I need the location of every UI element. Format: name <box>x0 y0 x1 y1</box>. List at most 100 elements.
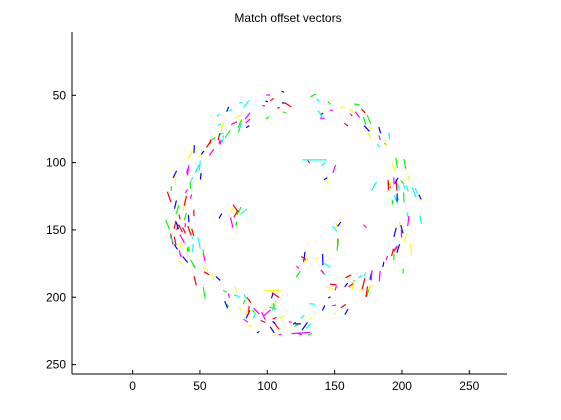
offset-vector <box>306 323 312 329</box>
offset-vector <box>172 170 178 179</box>
offset-vector <box>296 265 300 270</box>
offset-vector <box>226 106 230 112</box>
offset-vector <box>345 274 352 279</box>
offset-vector <box>394 177 399 184</box>
y-tick-label: 100 <box>46 156 66 170</box>
offset-vector <box>236 206 242 216</box>
offset-vector <box>403 232 408 243</box>
offset-vector <box>197 237 201 249</box>
offset-vector <box>209 139 212 145</box>
offset-vector <box>292 321 297 325</box>
offset-vector <box>362 224 367 229</box>
offset-vector <box>234 286 238 293</box>
offset-vector <box>203 271 210 276</box>
offset-vector <box>229 207 235 212</box>
offset-vector <box>384 139 388 147</box>
offset-vector <box>173 220 177 230</box>
offset-vector <box>194 164 200 174</box>
offset-vector <box>216 113 220 118</box>
offset-vector <box>387 179 390 191</box>
offset-vector <box>361 277 366 290</box>
offset-vector <box>278 314 286 320</box>
offset-vector <box>403 158 407 169</box>
offset-vector <box>212 272 215 280</box>
offset-vector <box>218 139 221 144</box>
offset-vector <box>316 98 320 102</box>
offset-vector <box>244 112 251 120</box>
offset-vector <box>243 318 249 323</box>
offset-vector <box>199 173 202 180</box>
offset-vector <box>230 121 238 126</box>
offset-vector <box>215 275 221 281</box>
offset-vector <box>332 164 337 174</box>
offset-vector <box>217 123 222 127</box>
offset-vector <box>320 269 325 275</box>
offset-vector <box>271 292 280 299</box>
offset-vector <box>244 309 248 315</box>
offset-vector <box>246 324 253 328</box>
offset-vector <box>403 184 406 189</box>
plot-axes <box>71 32 507 375</box>
y-tick-label: 50 <box>53 88 67 102</box>
offset-vector <box>272 333 278 337</box>
offset-vector <box>251 309 256 314</box>
offset-vector <box>182 227 186 234</box>
offset-vector <box>320 162 327 167</box>
offset-vector <box>203 267 208 271</box>
offset-vector <box>409 244 413 256</box>
offset-vector <box>227 293 231 298</box>
offset-vector <box>198 160 201 172</box>
offset-vector <box>272 302 275 308</box>
offset-vector <box>210 136 216 141</box>
offset-vector <box>272 316 277 320</box>
offset-vector <box>198 154 202 158</box>
offset-vector <box>235 221 238 227</box>
offset-vector <box>332 312 337 315</box>
offset-vector <box>393 195 399 204</box>
offset-vector <box>218 213 223 219</box>
offset-vector <box>186 168 189 174</box>
offset-vector <box>179 234 185 244</box>
offset-vector <box>367 132 371 139</box>
offset-vector <box>243 294 247 299</box>
offset-vector <box>378 126 382 134</box>
offset-vector <box>190 233 194 239</box>
offset-vector <box>260 319 266 324</box>
offset-vector <box>348 108 354 114</box>
offset-vector <box>248 305 250 315</box>
offset-vector <box>370 181 378 192</box>
offset-vector <box>187 225 192 236</box>
x-tick-label: 150 <box>325 379 345 393</box>
offset-vector <box>307 333 313 336</box>
offset-vector <box>388 132 391 140</box>
offset-vector <box>363 125 370 132</box>
offset-vector <box>229 217 234 228</box>
offset-vector <box>222 289 227 293</box>
offset-vector <box>370 270 373 281</box>
offset-vector <box>376 143 381 148</box>
offset-vector <box>362 116 367 125</box>
offset-vector <box>393 254 395 261</box>
offset-vector <box>173 244 179 250</box>
offset-vector <box>337 221 342 227</box>
offset-vector <box>193 276 197 286</box>
offset-vector <box>308 316 313 320</box>
offset-vector <box>317 110 323 118</box>
offset-vector <box>393 245 398 251</box>
offset-vector <box>366 114 372 124</box>
offset-vector <box>234 114 242 120</box>
offset-vector <box>182 256 189 263</box>
offset-vector <box>225 303 230 308</box>
offset-vector <box>219 132 224 135</box>
offset-vector <box>418 194 422 200</box>
offset-vector <box>166 191 172 203</box>
offset-vector <box>358 274 363 279</box>
offset-vector <box>322 262 331 268</box>
offset-vector <box>385 255 389 261</box>
offset-vector <box>368 126 373 130</box>
offset-vector <box>325 286 334 289</box>
offset-vector <box>284 102 292 108</box>
offset-vector <box>332 304 337 307</box>
offset-vector <box>183 195 188 206</box>
offset-vector <box>242 299 246 305</box>
